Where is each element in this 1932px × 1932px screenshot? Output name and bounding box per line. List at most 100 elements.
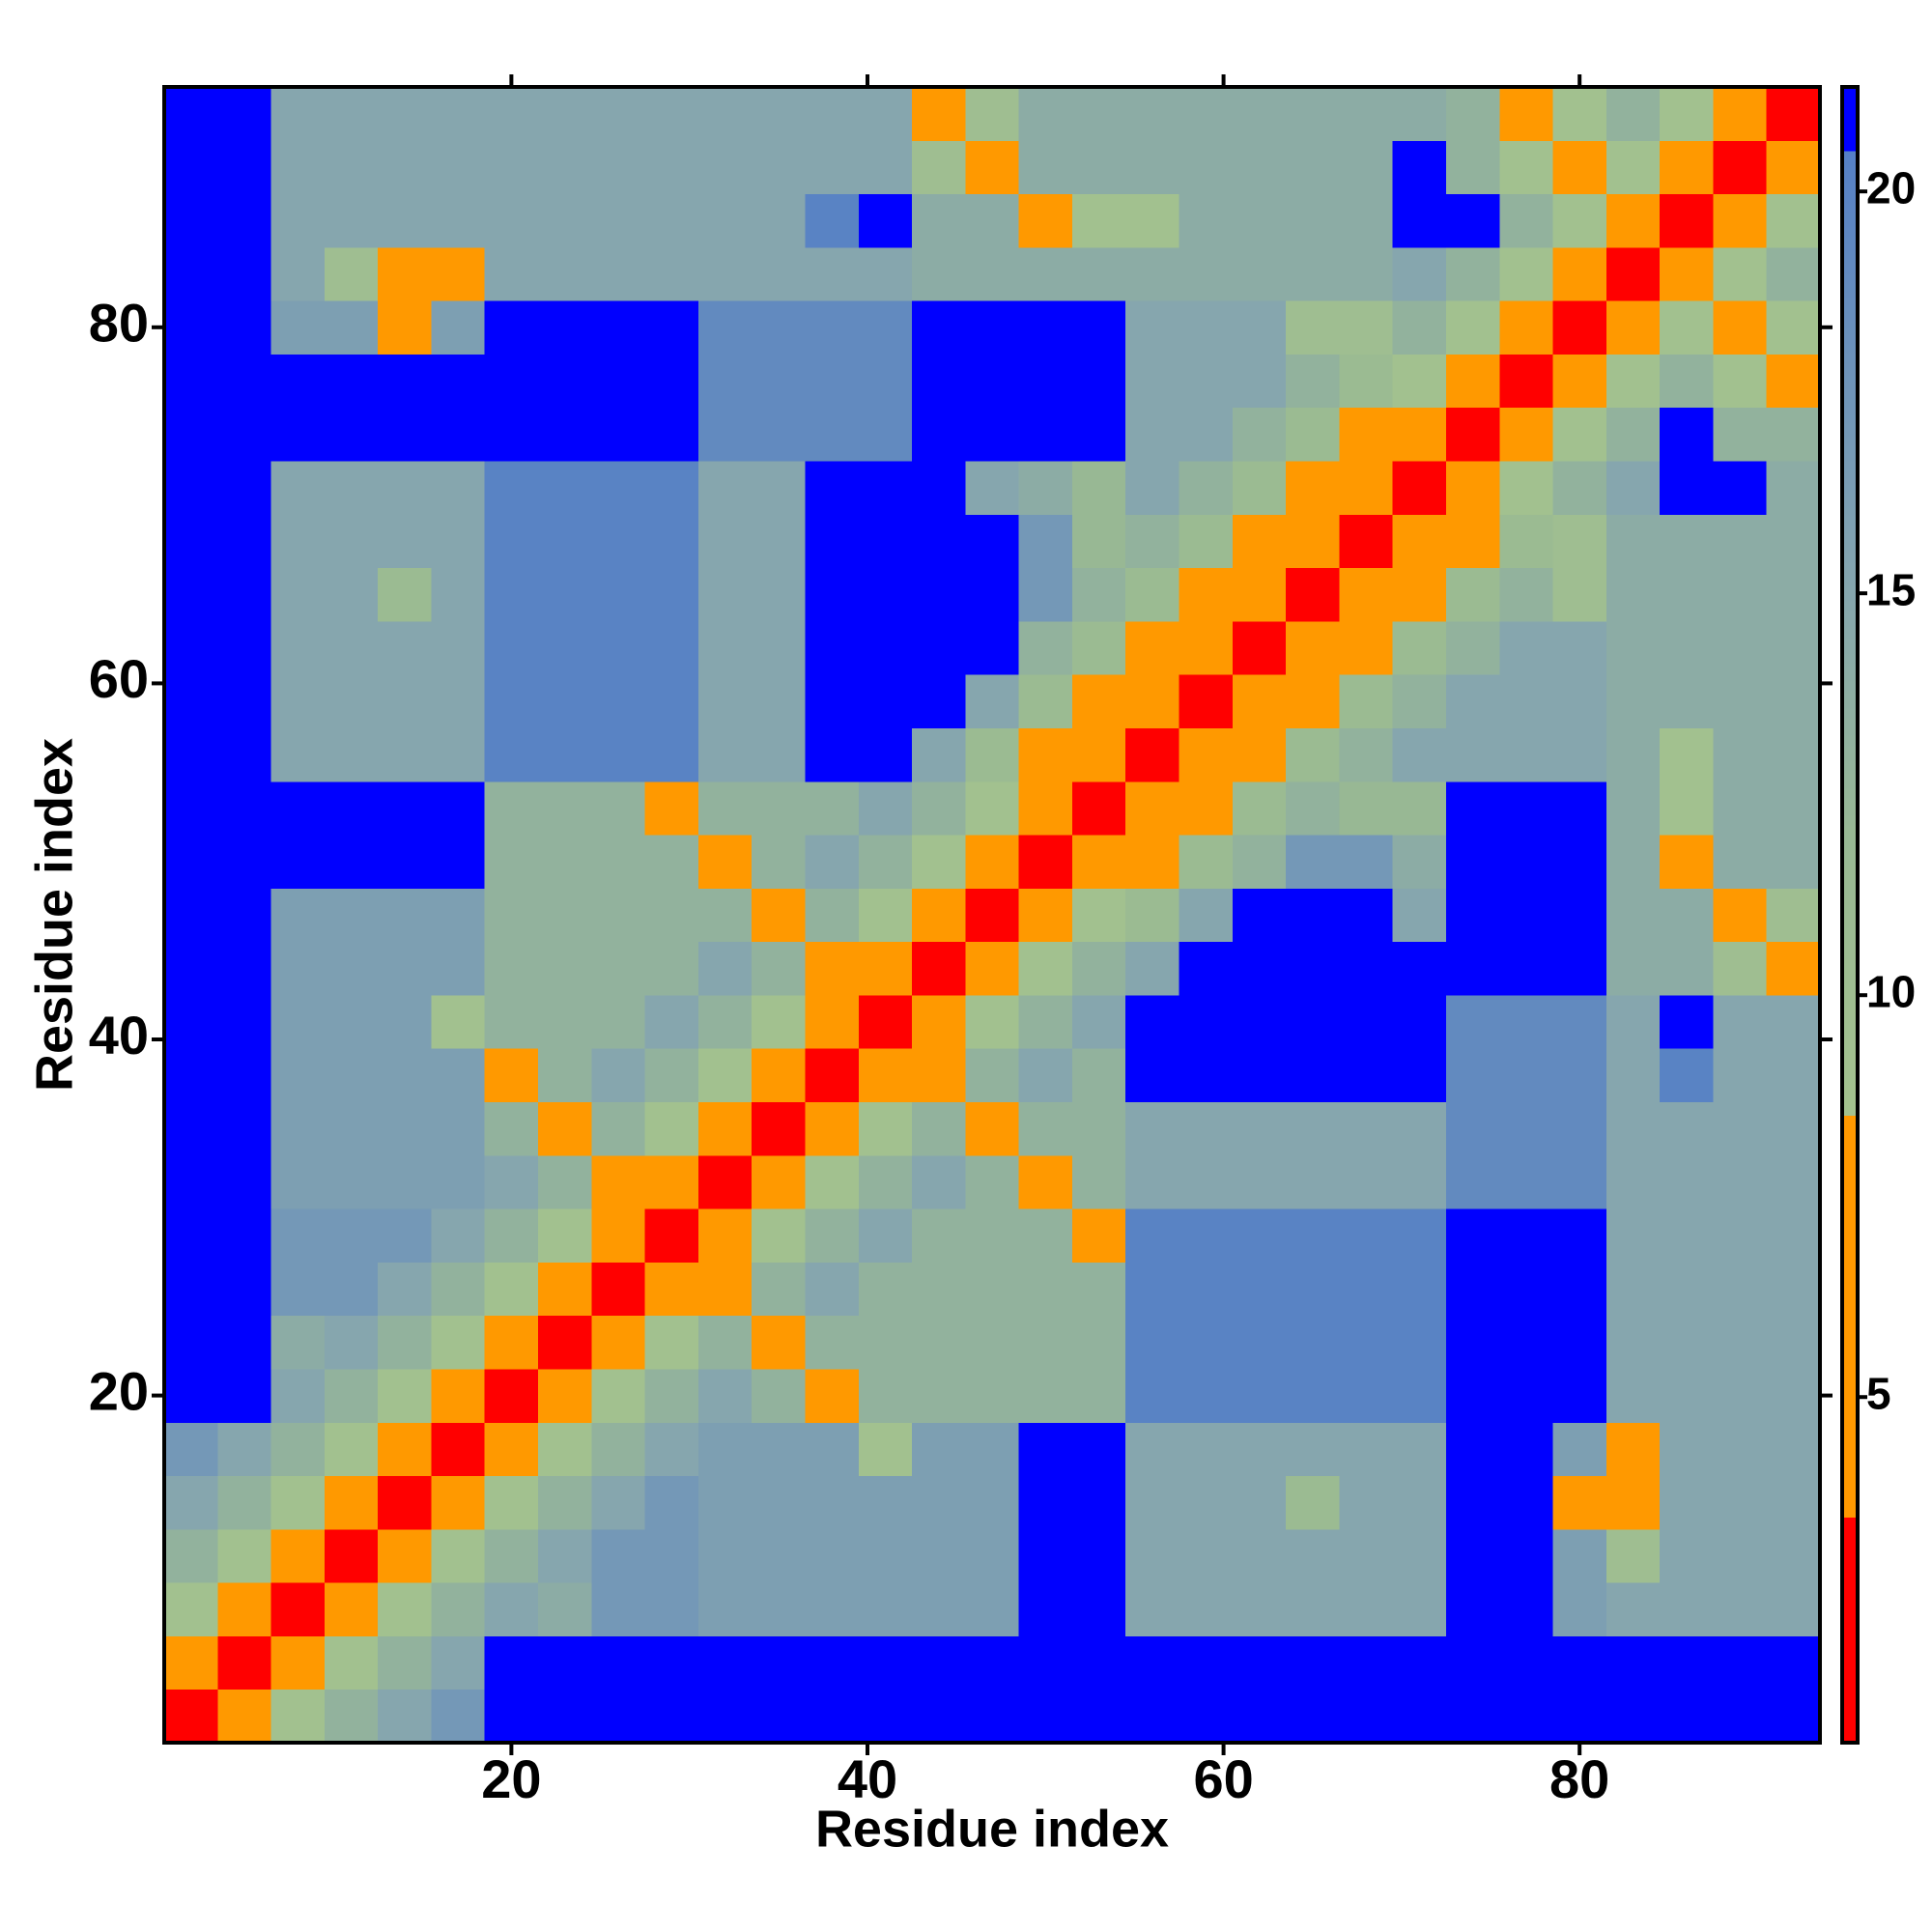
heatmap-cell	[1660, 1368, 1714, 1423]
heatmap-cell	[858, 1528, 913, 1583]
heatmap-cell	[1339, 1422, 1394, 1477]
heatmap-cell	[1071, 87, 1126, 141]
heatmap-cell	[1445, 888, 1500, 943]
heatmap-cell	[1286, 1368, 1340, 1423]
heatmap-cell	[484, 1154, 539, 1209]
heatmap-cell	[965, 1368, 1020, 1423]
heatmap-cell	[752, 781, 806, 836]
heatmap-cell	[1018, 354, 1073, 409]
heatmap-cell	[805, 567, 860, 622]
heatmap-cell	[1071, 1528, 1126, 1583]
heatmap-cell	[1339, 461, 1394, 515]
heatmap-cell	[965, 835, 1020, 889]
heatmap-cell	[1286, 514, 1340, 569]
heatmap-cell	[1392, 514, 1447, 569]
heatmap-cell	[644, 407, 699, 462]
heatmap-cell	[1018, 835, 1073, 889]
heatmap-cell	[1071, 1422, 1126, 1477]
heatmap-cell	[484, 1048, 539, 1103]
heatmap-cell	[644, 674, 699, 728]
heatmap-cell	[378, 140, 432, 195]
heatmap-cell	[324, 1262, 379, 1317]
heatmap-cell	[858, 994, 913, 1049]
heatmap-cell	[1605, 620, 1661, 675]
heatmap-cell	[1179, 1422, 1234, 1477]
heatmap-cell	[1660, 835, 1714, 889]
heatmap-cell	[805, 407, 860, 462]
heatmap-cell	[1179, 1689, 1234, 1744]
heatmap-cell	[1392, 1154, 1447, 1209]
heatmap-cell	[1552, 300, 1607, 355]
heatmap-cell	[1713, 781, 1768, 836]
heatmap-cell	[217, 1689, 272, 1744]
heatmap-cell	[1232, 888, 1287, 943]
heatmap-cell	[378, 461, 432, 515]
heatmap-cell	[1713, 835, 1768, 889]
heatmap-cell	[164, 888, 218, 943]
heatmap-cell	[1179, 835, 1234, 889]
heatmap-cell	[217, 674, 272, 728]
heatmap-cell	[805, 300, 860, 355]
heatmap-cell	[1179, 1635, 1234, 1690]
heatmap-cell	[164, 1689, 218, 1744]
heatmap-cell	[1605, 1582, 1661, 1636]
heatmap-cell	[1499, 1101, 1554, 1156]
heatmap-cell	[378, 193, 432, 248]
heatmap-cell	[965, 1262, 1020, 1317]
heatmap-cell	[538, 835, 592, 889]
heatmap-cell	[1605, 1528, 1661, 1583]
heatmap-cell	[644, 1048, 699, 1103]
plot-frame	[162, 85, 1822, 1745]
heatmap-cell	[912, 193, 966, 248]
heatmap-cell	[1392, 674, 1447, 728]
heatmap-cell	[1179, 1368, 1234, 1423]
heatmap-cell	[644, 1101, 699, 1156]
heatmap-cell	[217, 193, 272, 248]
heatmap-cell	[324, 514, 379, 569]
heatmap-cell	[965, 1635, 1020, 1690]
heatmap-cell	[1125, 727, 1180, 782]
heatmap-cell	[484, 941, 539, 996]
heatmap-cell	[431, 994, 486, 1049]
heatmap-cell	[270, 620, 326, 675]
heatmap-cell	[697, 620, 753, 675]
heatmap-cell	[324, 1048, 379, 1103]
heatmap-cell	[538, 1262, 592, 1317]
heatmap-cell	[217, 354, 272, 409]
heatmap-cell	[378, 888, 432, 943]
heatmap-cell	[1232, 994, 1287, 1049]
heatmap-cell	[591, 1368, 646, 1423]
heatmap-cell	[1499, 674, 1554, 728]
heatmap-cell	[965, 407, 1020, 462]
heatmap-cell	[1071, 994, 1126, 1049]
heatmap-cell	[1552, 1315, 1607, 1370]
heatmap-cell	[538, 140, 592, 195]
heatmap-cell	[1713, 941, 1768, 996]
heatmap-cell	[378, 835, 432, 889]
heatmap-cell	[1018, 1154, 1073, 1209]
heatmap-cell	[1445, 567, 1500, 622]
heatmap-cell	[697, 567, 753, 622]
heatmap-cell	[1339, 87, 1394, 141]
heatmap-cell	[1499, 1582, 1554, 1636]
heatmap-cell	[1232, 835, 1287, 889]
heatmap-cell	[1499, 727, 1554, 782]
heatmap-cell	[805, 674, 860, 728]
heatmap-cell	[1660, 1582, 1714, 1636]
heatmap-cell	[1552, 888, 1607, 943]
heatmap-cell	[431, 567, 486, 622]
heatmap-cell	[752, 888, 806, 943]
heatmap-cell	[1232, 674, 1287, 728]
heatmap-cell	[697, 87, 753, 141]
heatmap-cell	[217, 514, 272, 569]
heatmap-cell	[1766, 941, 1821, 996]
x-tick-label: 80	[1549, 1748, 1609, 1809]
heatmap-cell	[1766, 1208, 1821, 1263]
heatmap-cell	[1392, 1582, 1447, 1636]
y-tick-label: 40	[89, 1005, 149, 1065]
heatmap-cell	[591, 1475, 646, 1530]
heatmap-cell	[591, 941, 646, 996]
heatmap-cell	[1766, 140, 1821, 195]
heatmap-cell	[1605, 835, 1661, 889]
heatmap-cell	[1713, 1315, 1768, 1370]
